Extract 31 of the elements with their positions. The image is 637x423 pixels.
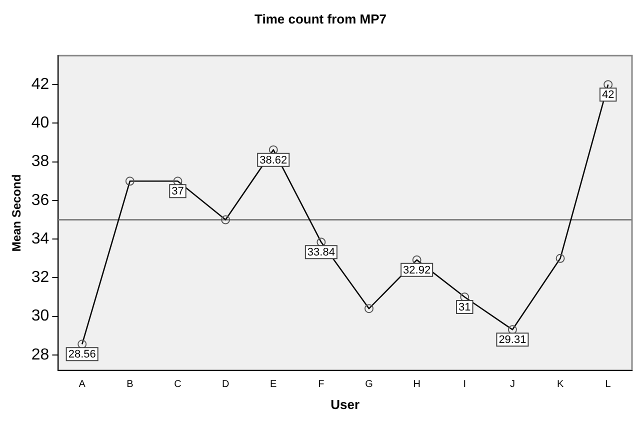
data-label: 42 [602, 89, 614, 102]
x-tick-label: H [413, 379, 420, 390]
x-tick-label: E [270, 379, 278, 390]
y-tick-label: 34 [31, 230, 50, 248]
y-tick-label: 32 [31, 269, 50, 286]
x-tick-label: F [318, 379, 324, 390]
data-label: 29.31 [498, 334, 526, 346]
x-tick-label: B [126, 379, 134, 390]
chart-title: Time count from MP7 [254, 11, 386, 26]
y-tick-label: 28 [31, 346, 50, 364]
x-tick-label: J [510, 379, 515, 390]
data-label: 38.62 [260, 154, 288, 166]
x-tick-label: A [78, 379, 86, 390]
y-tick-label: 36 [31, 192, 50, 209]
y-axis-title: Mean Second [10, 174, 24, 252]
x-tick-label: K [556, 379, 564, 390]
x-tick-label: I [463, 379, 466, 390]
data-label: 32.92 [403, 264, 431, 276]
data-label: 33.84 [307, 246, 335, 259]
y-tick-label: 30 [31, 308, 50, 325]
y-tick-label: 38 [31, 153, 50, 170]
y-tick-label: 40 [31, 114, 50, 132]
x-tick-label: D [222, 379, 230, 390]
x-tick-label: C [174, 379, 182, 390]
data-label: 28.56 [68, 348, 96, 361]
data-label: 31 [458, 302, 471, 314]
x-tick-label: G [365, 379, 374, 390]
x-axis-title: User [330, 396, 360, 412]
data-label: 37 [172, 186, 184, 198]
y-tick-label: 42 [31, 76, 50, 93]
x-tick-label: L [605, 379, 612, 390]
